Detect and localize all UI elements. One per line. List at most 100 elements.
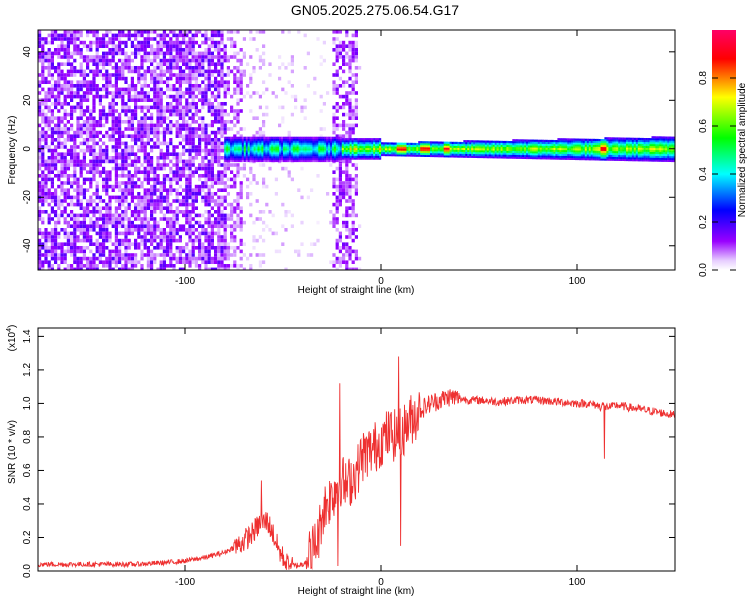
heatmap-cell	[236, 224, 240, 228]
heatmap-cell	[114, 51, 118, 56]
heatmap-cell	[162, 256, 166, 261]
heatmap-cell	[140, 48, 144, 52]
heatmap-cell	[50, 206, 54, 210]
heatmap-cell	[194, 170, 198, 174]
heatmap-cell	[410, 146, 413, 149]
heatmap-cell	[367, 142, 370, 145]
heatmap-cell	[253, 158, 256, 161]
heatmap-cell	[143, 116, 147, 120]
heatmap-cell	[228, 140, 231, 143]
heatmap-cell	[226, 37, 230, 41]
heatmap-cell	[453, 141, 456, 144]
heatmap-cell	[316, 144, 319, 147]
heatmap-cell	[191, 145, 195, 149]
heatmap-cell	[437, 147, 440, 150]
heatmap-cell	[342, 134, 346, 138]
heatmap-cell	[95, 170, 99, 174]
heatmap-cell	[332, 170, 336, 174]
heatmap-cell	[267, 142, 270, 145]
heatmap-cell	[79, 134, 83, 138]
heatmap-cell	[146, 163, 150, 167]
heatmap-cell	[89, 138, 93, 142]
heatmap-cell	[169, 44, 173, 48]
heatmap-cell	[198, 184, 202, 189]
heatmap-cell	[306, 144, 309, 147]
heatmap-cell	[207, 231, 211, 236]
heatmap-cell	[241, 136, 244, 139]
heatmap-cell	[355, 145, 358, 149]
heatmap-cell	[159, 120, 163, 124]
heatmap-cell	[447, 149, 450, 152]
heatmap-cell	[230, 235, 234, 239]
heatmap-cell	[230, 105, 234, 110]
heatmap-cell	[467, 144, 470, 147]
heatmap-cell	[140, 184, 144, 189]
heatmap-cell	[223, 102, 227, 106]
heatmap-cell	[86, 55, 90, 59]
heatmap-cell	[73, 73, 77, 77]
heatmap-cell	[159, 188, 163, 192]
heatmap-cell	[134, 109, 138, 113]
heatmap-cell	[118, 267, 122, 270]
heatmap-cell	[143, 112, 147, 117]
heatmap-cell	[178, 80, 182, 84]
heatmap-cell	[82, 76, 86, 81]
heatmap-cell	[79, 238, 83, 243]
heatmap-cell	[47, 48, 51, 52]
heatmap-cell	[324, 159, 327, 163]
heatmap-cell	[449, 149, 452, 152]
heatmap-cell	[191, 94, 195, 99]
heatmap-cell	[130, 231, 134, 236]
heatmap-cell	[296, 159, 299, 163]
heatmap-cell	[253, 154, 256, 157]
heatmap-cell	[73, 141, 77, 146]
heatmap-cell	[114, 174, 118, 178]
heatmap-cell	[57, 44, 61, 48]
heatmap-cell	[332, 136, 335, 139]
heatmap-cell	[338, 181, 342, 185]
heatmap-cell	[137, 44, 141, 48]
heatmap-cell	[377, 145, 380, 149]
heatmap-cell	[316, 158, 319, 161]
heatmap-cell	[297, 30, 301, 34]
heatmap-cell	[172, 217, 176, 221]
heatmap-cell	[166, 174, 170, 178]
heatmap-cell	[383, 152, 386, 155]
heatmap-cell	[367, 147, 370, 150]
heatmap-cell	[220, 210, 224, 214]
heatmap-cell	[247, 148, 250, 151]
heatmap-cell	[153, 260, 157, 264]
heatmap-cell	[166, 109, 170, 113]
heatmap-cell	[102, 181, 106, 185]
heatmap-cell	[342, 184, 346, 189]
heatmap-cell	[283, 136, 286, 139]
heatmap-cell	[439, 141, 442, 144]
heatmap-cell	[105, 145, 109, 149]
heatmap-cell	[73, 91, 77, 95]
heatmap-cell	[283, 138, 286, 141]
heatmap-cell	[146, 123, 150, 128]
heatmap-cell	[38, 163, 42, 167]
heatmap-cell	[259, 142, 262, 145]
heatmap-cell	[354, 58, 358, 63]
heatmap-cell	[44, 123, 48, 128]
heatmap-cell	[130, 33, 134, 38]
heatmap-cell	[314, 142, 317, 145]
heatmap-cell	[257, 142, 260, 145]
heatmap-cell	[302, 152, 305, 155]
heatmap-cell	[188, 238, 192, 243]
heatmap-cell	[347, 143, 350, 147]
heatmap-cell	[50, 267, 54, 270]
heatmap-cell	[319, 62, 323, 66]
heatmap-cell	[451, 147, 454, 150]
heatmap-cell	[298, 152, 301, 155]
heatmap-cell	[217, 195, 221, 200]
heatmap-cell	[57, 33, 61, 38]
heatmap-cell	[41, 159, 45, 164]
heatmap-cell	[223, 58, 227, 63]
heatmap-cell	[162, 260, 166, 264]
heatmap-cell	[153, 188, 157, 192]
heatmap-cell	[414, 144, 417, 148]
heatmap-cell	[342, 102, 346, 106]
heatmap-cell	[89, 148, 93, 153]
